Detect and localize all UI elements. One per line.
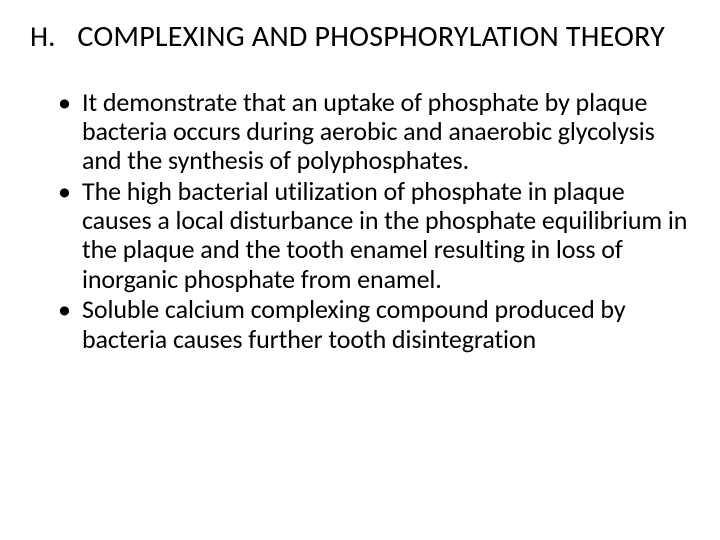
slide: H. COMPLEXING AND PHOSPHORYLATION THEORY… bbox=[0, 0, 720, 540]
bullet-item: The high bacterial utilization of phosph… bbox=[82, 177, 688, 295]
heading-title: COMPLEXING AND PHOSPHORYLATION THEORY bbox=[77, 18, 665, 56]
bullet-item: Soluble calcium complexing compound prod… bbox=[82, 295, 688, 354]
heading-letter: H. bbox=[30, 18, 55, 54]
heading-row: H. COMPLEXING AND PHOSPHORYLATION THEORY bbox=[30, 18, 690, 56]
bullet-item: It demonstrate that an uptake of phospha… bbox=[82, 88, 688, 176]
bullet-list: It demonstrate that an uptake of phospha… bbox=[30, 88, 690, 354]
